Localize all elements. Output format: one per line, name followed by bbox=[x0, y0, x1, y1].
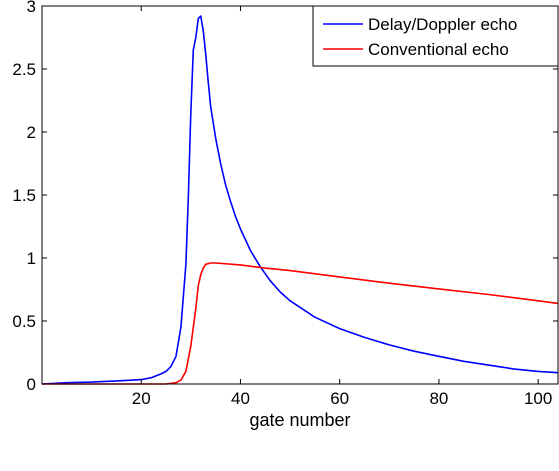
x-tick-label: 60 bbox=[330, 389, 349, 408]
y-tick-label: 2 bbox=[27, 123, 36, 142]
series-line-1 bbox=[41, 15, 559, 385]
legend: Delay/Doppler echo Conventional echo bbox=[312, 5, 559, 67]
plot-area bbox=[41, 15, 559, 385]
legend-label-1: Delay/Doppler echo bbox=[368, 15, 517, 34]
y-tick-label: 0 bbox=[27, 375, 36, 394]
legend-box bbox=[312, 5, 559, 67]
x-tick-label: 20 bbox=[132, 389, 151, 408]
x-axis-label: gate number bbox=[249, 410, 350, 430]
y-tick-label: 0.5 bbox=[12, 312, 36, 331]
axis-ticks: 20 40 60 80 100 0 0.5 1 1.5 2 2.5 3 bbox=[12, 0, 558, 408]
x-tick-label: 40 bbox=[231, 389, 250, 408]
series-line-2 bbox=[42, 262, 559, 385]
y-tick-label: 1 bbox=[27, 249, 36, 268]
y-tick-label: 3 bbox=[27, 0, 36, 16]
x-tick-label: 80 bbox=[429, 389, 448, 408]
y-tick-label: 1.5 bbox=[12, 186, 36, 205]
legend-label-2: Conventional echo bbox=[368, 40, 509, 59]
y-tick-label: 2.5 bbox=[12, 60, 36, 79]
x-tick-label: 100 bbox=[524, 389, 552, 408]
